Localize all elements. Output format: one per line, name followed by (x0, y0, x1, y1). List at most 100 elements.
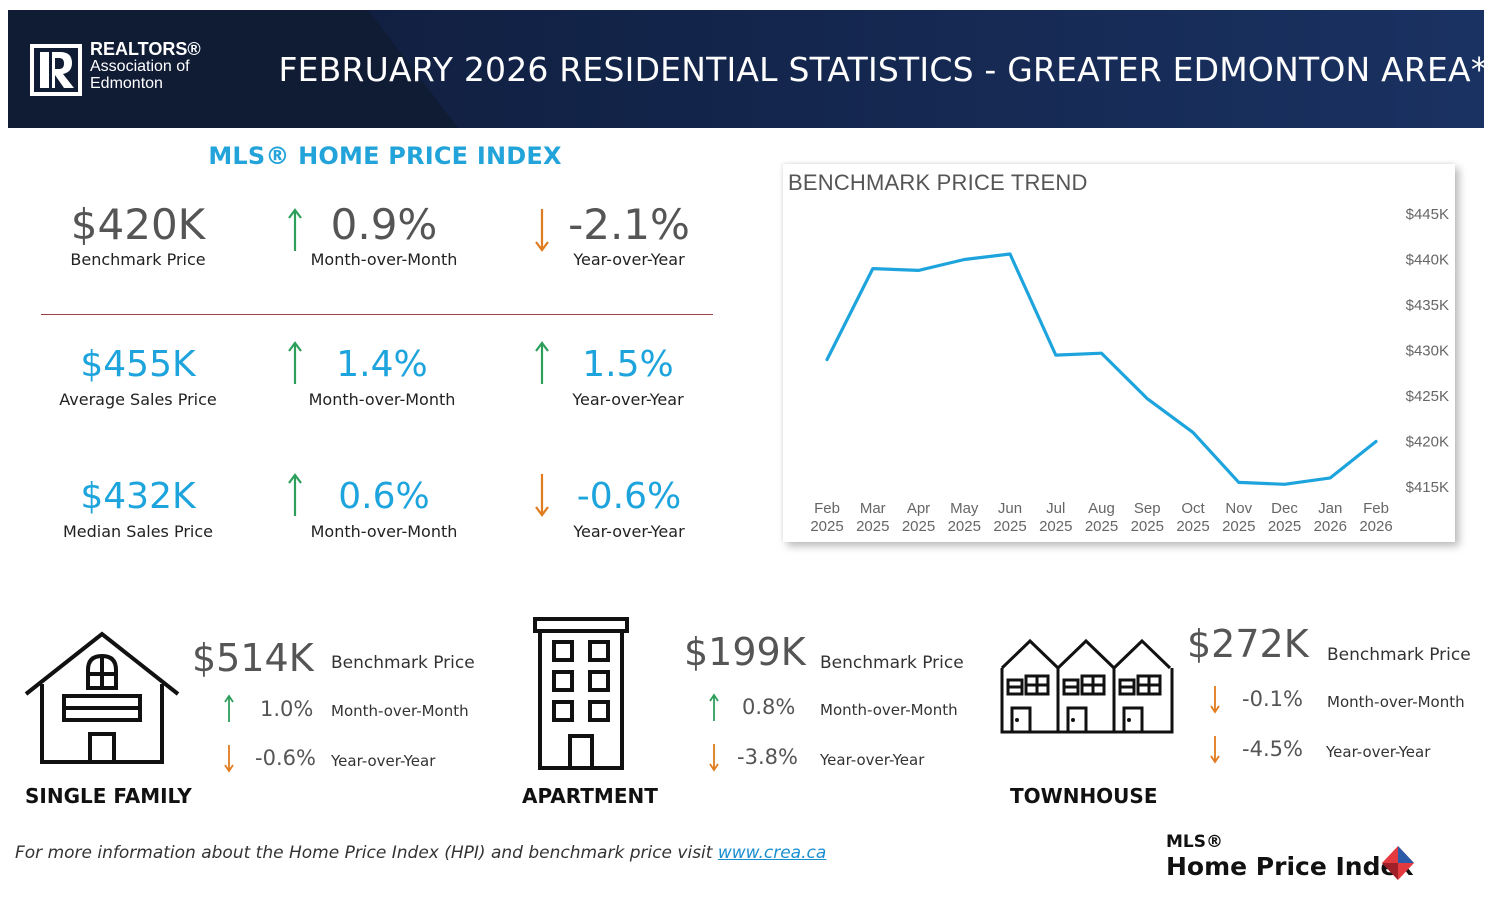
x-tick-label: Aug 2025 (1085, 500, 1118, 535)
benchmark-mom-value: 0.9% (330, 200, 438, 249)
x-tick-label: May 2025 (948, 500, 981, 535)
median-price-label: Median Sales Price (63, 522, 213, 541)
logo-line2: Association of (90, 58, 190, 75)
arrow-up-icon (709, 693, 719, 721)
benchmark-price-value: $420K (70, 200, 206, 249)
apartment-mom-value: 0.8% (742, 695, 796, 719)
apartment-building-icon (533, 617, 629, 770)
median-yoy-label: Year-over-Year (573, 522, 685, 541)
apartment-mom-label: Month-over-Month (820, 701, 958, 719)
x-tick-label: Feb 2026 (1359, 500, 1392, 535)
mls-logo-line2: Home Price Index (1166, 852, 1414, 881)
benchmark-price-stat: $420K Benchmark Price (40, 200, 236, 270)
apartment-price: $199K (684, 630, 806, 674)
realtor-logo-icon (30, 44, 82, 96)
arrow-up-icon (224, 694, 234, 722)
average-yoy-stat: 1.5% Year-over-Year (540, 340, 716, 410)
single-family-yoy-label: Year-over-Year (331, 752, 436, 770)
arrow-down-icon (1210, 686, 1220, 714)
median-price-stat: $432K Median Sales Price (40, 472, 236, 542)
median-mom-value: 0.6% (338, 476, 430, 517)
footer-note-text: For more information about the Home Pric… (15, 843, 713, 863)
single-family-mom-label: Month-over-Month (331, 702, 469, 720)
single-family-price-label: Benchmark Price (331, 653, 475, 673)
header-banner: REALTORS® Association of Edmonton FEBRUA… (8, 10, 1484, 128)
apartment-title: APARTMENT (522, 784, 658, 808)
mls-diamond-icon (1382, 846, 1414, 880)
median-mom-stat: 0.6% Month-over-Month (290, 472, 478, 542)
x-tick-label: Apr 2025 (902, 500, 935, 535)
arrow-up-icon (535, 341, 549, 384)
section-divider (41, 314, 713, 315)
y-tick-label: $435K (1406, 297, 1449, 314)
apartment-yoy-label: Year-over-Year (820, 751, 925, 769)
y-tick-label: $420K (1406, 434, 1449, 451)
x-tick-label: Jun 2025 (993, 500, 1026, 535)
townhouse-icon (1000, 638, 1174, 734)
single-family-title: SINGLE FAMILY (25, 784, 192, 808)
arrow-up-icon (288, 341, 302, 384)
logo-line1: REALTORS® (90, 39, 201, 59)
x-tick-label: Sep 2025 (1131, 500, 1164, 535)
average-mom-label: Month-over-Month (308, 390, 456, 409)
x-tick-label: Mar 2025 (856, 500, 889, 535)
average-price-stat: $455K Average Sales Price (40, 340, 236, 410)
benchmark-trend-chart: BENCHMARK PRICE TREND $415K $420K $425K $43… (783, 164, 1455, 542)
logo-line3: Edmonton (90, 75, 163, 92)
median-yoy-value: -0.6% (576, 476, 682, 517)
benchmark-mom-stat: 0.9% Month-over-Month (290, 200, 478, 270)
townhouse-mom-value: -0.1% (1242, 687, 1303, 711)
chart-title: BENCHMARK PRICE TREND (788, 170, 1088, 195)
page-title: FEBRUARY 2026 RESIDENTIAL STATISTICS - G… (278, 50, 1484, 89)
average-mom-value: 1.4% (336, 344, 428, 385)
single-family-mom-value: 1.0% (260, 697, 314, 721)
crea-link[interactable]: www.crea.ca (717, 843, 827, 863)
y-tick-label: $430K (1406, 343, 1449, 360)
median-yoy-stat: -0.6% Year-over-Year (540, 472, 718, 542)
average-price-label: Average Sales Price (59, 390, 217, 409)
y-tick-label: $415K (1406, 479, 1449, 496)
townhouse-yoy-value: -4.5% (1242, 737, 1303, 761)
mls-hpi-logo: MLS® Home Price Index (1166, 832, 1426, 892)
arrow-up-icon (288, 208, 302, 251)
average-mom-stat: 1.4% Month-over-Month (288, 340, 476, 410)
arrow-down-icon (535, 209, 549, 252)
house-icon (24, 631, 180, 764)
x-tick-label: Nov 2025 (1222, 500, 1255, 535)
benchmark-yoy-stat: -2.1% Year-over-Year (540, 200, 718, 270)
townhouse-price-label: Benchmark Price (1327, 645, 1471, 665)
arrow-down-icon (224, 745, 234, 773)
x-tick-label: Jul 2025 (1039, 500, 1072, 535)
benchmark-yoy-label: Year-over-Year (573, 250, 685, 269)
x-tick-label: Feb 2025 (810, 500, 843, 535)
townhouse-price: $272K (1187, 622, 1309, 666)
arrow-down-icon (709, 744, 719, 772)
x-tick-label: Dec 2025 (1268, 500, 1301, 535)
benchmark-price-label: Benchmark Price (70, 250, 206, 269)
y-tick-label: $425K (1406, 388, 1449, 405)
x-tick-label: Oct 2025 (1176, 500, 1209, 535)
apartment-price-label: Benchmark Price (820, 653, 964, 673)
median-mom-label: Month-over-Month (310, 522, 458, 541)
benchmark-yoy-value: -2.1% (568, 200, 690, 249)
hpi-section-title: MLS® HOME PRICE INDEX (208, 142, 562, 170)
y-tick-label: $445K (1406, 206, 1449, 223)
arrow-down-icon (535, 474, 549, 517)
median-price-value: $432K (80, 476, 196, 517)
townhouse-title: TOWNHOUSE (1010, 784, 1158, 808)
arrow-down-icon (1210, 736, 1220, 764)
average-yoy-value: 1.5% (582, 344, 674, 385)
logo-text: REALTORS® Association of Edmonton (90, 39, 201, 92)
townhouse-mom-label: Month-over-Month (1327, 693, 1465, 711)
single-family-price: $514K (192, 636, 314, 680)
apartment-yoy-value: -3.8% (737, 745, 798, 769)
footer-note: For more information about the Home Pric… (15, 843, 826, 863)
average-yoy-label: Year-over-Year (572, 390, 684, 409)
trend-chart-svg: $415K $420K $425K $430K $435K $440K $445K Feb 20… (810, 206, 1449, 535)
y-tick-label: $440K (1406, 252, 1449, 269)
average-price-value: $455K (80, 344, 196, 385)
x-tick-label: Jan 2026 (1314, 500, 1347, 535)
arrow-up-icon (288, 473, 302, 516)
benchmark-price-line (825, 252, 1378, 486)
header-dark-panel (8, 10, 458, 128)
